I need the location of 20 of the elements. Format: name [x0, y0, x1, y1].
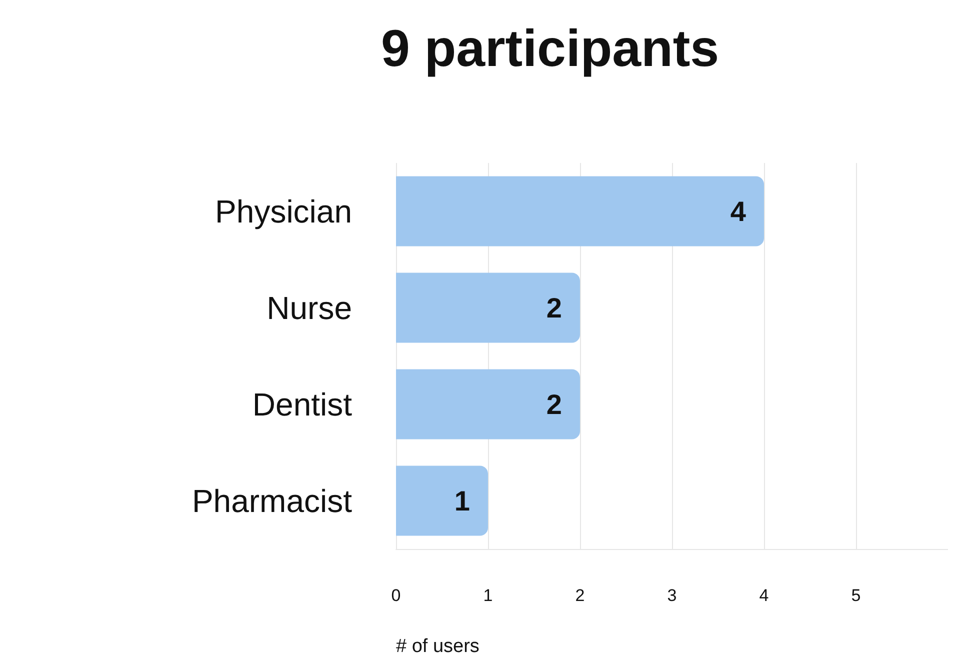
data-label: 2: [546, 292, 562, 324]
x-axis-title: # of users: [396, 636, 480, 657]
bar: [396, 369, 580, 440]
y-tick-label: Pharmacist: [192, 482, 352, 519]
data-label: 1: [454, 485, 470, 516]
data-label: 4: [730, 196, 746, 227]
data-label: 2: [546, 388, 562, 420]
x-tick-label: 5: [851, 586, 861, 605]
x-tick-label: 0: [391, 586, 401, 605]
bar: [396, 272, 580, 343]
x-tick-label: 1: [483, 586, 493, 605]
bar: [396, 466, 488, 536]
x-tick-label: 3: [667, 586, 677, 605]
y-tick-label: Dentist: [252, 386, 352, 422]
y-tick-label: Physician: [215, 193, 352, 230]
x-tick-label: 2: [575, 586, 585, 605]
bar: [396, 176, 764, 246]
x-tick-label: 4: [759, 586, 769, 605]
chart-title: 9 participants: [381, 20, 720, 78]
y-tick-label: Nurse: [266, 290, 352, 326]
